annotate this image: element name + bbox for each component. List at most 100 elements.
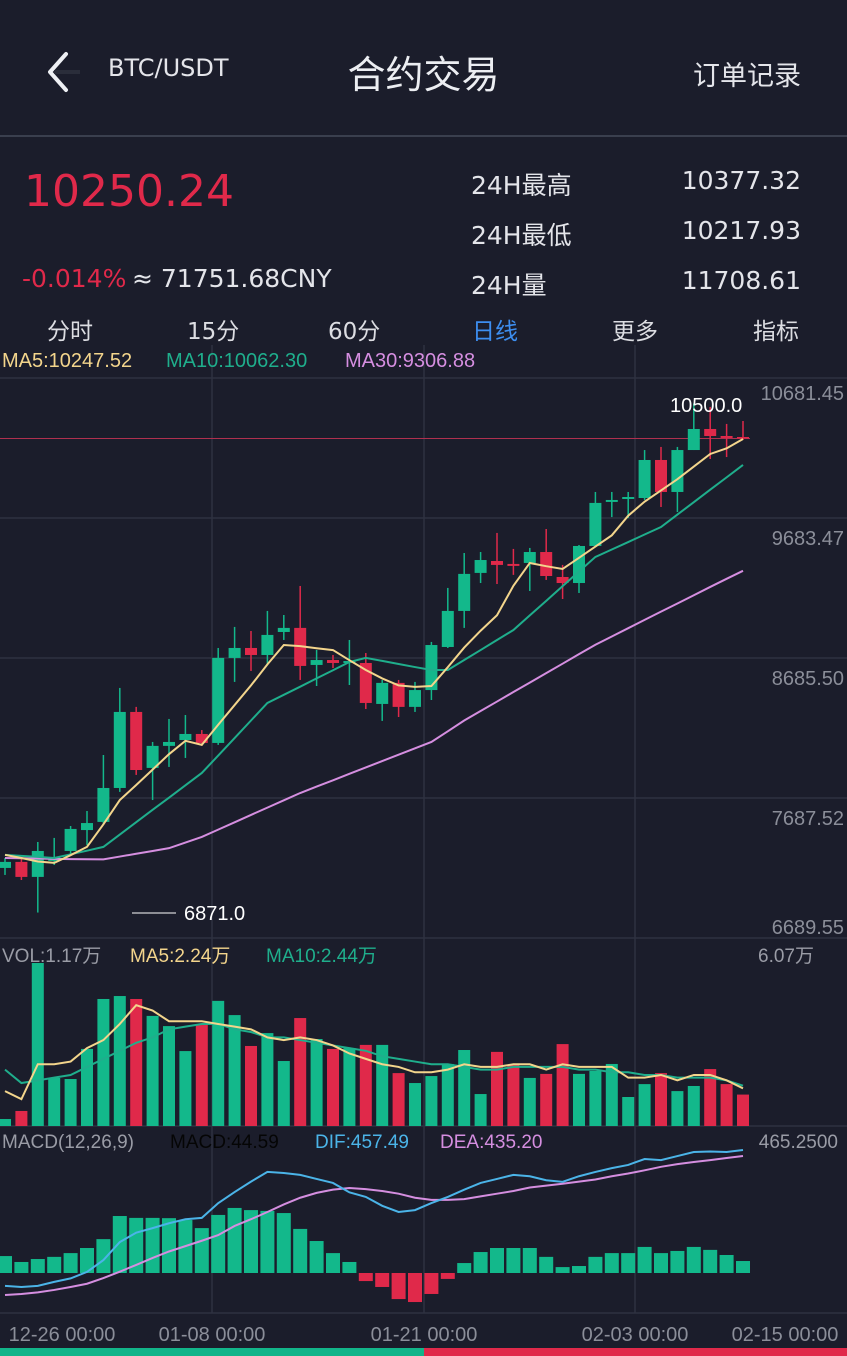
macd-histogram-bar <box>244 1210 258 1273</box>
volume-bar <box>622 1096 635 1126</box>
macd-histogram-bar <box>440 1273 455 1279</box>
volume-bar <box>605 1063 618 1126</box>
volume-bar <box>327 1048 339 1126</box>
candle-up <box>163 741 175 746</box>
macd-axis-max: 465.2500 <box>759 1132 838 1153</box>
macd-histogram-bar <box>670 1250 685 1273</box>
macd-histogram-bar <box>276 1213 291 1273</box>
candle-up <box>622 497 635 499</box>
stat-label-high: 24H最高 <box>471 171 572 200</box>
stat-label-volume: 24H量 <box>471 271 547 300</box>
min-price-marker: 6871.0 <box>184 903 245 925</box>
tab-more[interactable]: 更多 <box>612 319 658 345</box>
macd-histogram-bar <box>473 1252 488 1273</box>
macd-histogram-bar <box>703 1249 718 1273</box>
candle-up <box>376 682 389 704</box>
tab-daily[interactable]: 日线 <box>472 319 518 345</box>
vol-legend: VOL:1.17万 <box>2 946 101 967</box>
candle-down <box>720 436 733 438</box>
candle-up <box>458 573 471 611</box>
x-axis-label: 02-15 00:00 <box>732 1324 839 1346</box>
last-price: 10250.24 <box>24 166 234 217</box>
vol-axis-max: 6.07万 <box>758 946 814 967</box>
volume-bar <box>474 1094 487 1126</box>
volume-bar <box>163 1026 175 1126</box>
macd-histogram-bar <box>539 1256 554 1273</box>
volume-bar <box>458 1050 471 1126</box>
volume-bar <box>146 1015 159 1126</box>
candle-up <box>81 823 93 831</box>
candle-up <box>179 733 192 740</box>
macd-histogram-bar <box>260 1210 275 1273</box>
candle-down <box>130 711 143 771</box>
volume-bar <box>15 1110 28 1126</box>
stat-value-volume: 11708.61 <box>681 266 801 295</box>
volume-bar <box>228 1015 241 1126</box>
vol-ma5-line <box>4 1004 744 1101</box>
candle-up <box>573 545 585 584</box>
tab-60m[interactable]: 60分 <box>328 319 381 345</box>
candle-down <box>327 660 339 663</box>
macd-histogram-bar <box>490 1248 504 1273</box>
volume-bar <box>392 1073 405 1126</box>
sell-short-bar[interactable] <box>424 1348 847 1356</box>
tab-15m[interactable]: 15分 <box>187 319 240 345</box>
candle-up <box>425 645 438 691</box>
volume-bar <box>409 1083 421 1126</box>
candle-up <box>687 428 700 451</box>
tab-indicators[interactable]: 指标 <box>753 319 799 345</box>
buy-long-bar[interactable] <box>0 1348 424 1356</box>
price-axis-label: 7687.52 <box>772 808 844 830</box>
vol-ma5-legend: MA5:2.24万 <box>130 946 230 967</box>
macd-histogram-bar <box>30 1259 45 1273</box>
tab-timeline[interactable]: 分时 <box>47 319 93 345</box>
stat-label-low: 24H最低 <box>471 221 572 250</box>
macd-histogram-bar <box>588 1256 603 1273</box>
macd-histogram-bar <box>211 1214 226 1273</box>
candle-up <box>261 634 274 655</box>
back-button[interactable] <box>40 48 84 96</box>
ma10-line <box>4 464 744 859</box>
volume-bar <box>97 998 110 1126</box>
volume-bar <box>655 1073 667 1126</box>
macd-histogram-bar <box>309 1241 324 1273</box>
volume-bar <box>540 1073 553 1126</box>
volume-bar <box>343 1048 356 1126</box>
candle-down <box>15 861 28 877</box>
macd-histogram-bar <box>0 1256 12 1273</box>
macd-legend: MACD:44.59 <box>170 1132 279 1153</box>
macd-histogram-bar <box>112 1216 127 1273</box>
volume-bar <box>113 996 126 1126</box>
macd-histogram-bar <box>47 1256 62 1273</box>
candle-down <box>359 662 372 703</box>
ma10-legend: MA10:10062.30 <box>166 350 307 372</box>
macd-histogram-bar <box>572 1266 586 1273</box>
volume-bar <box>179 1051 192 1126</box>
volume-bar <box>245 1045 257 1126</box>
macd-params: MACD(12,26,9) <box>2 1132 134 1153</box>
candle-down <box>704 428 717 437</box>
candle-up <box>64 828 77 851</box>
candle-up <box>409 690 421 707</box>
candle-up <box>474 560 487 573</box>
x-axis-label: 12-26 00:00 <box>9 1324 116 1346</box>
volume-bar <box>195 1025 208 1126</box>
vol-ma10-legend: MA10:2.44万 <box>266 946 377 967</box>
max-price-marker: 10500.0 <box>670 395 742 417</box>
price-axis-label: 8685.50 <box>772 668 844 690</box>
volume-bar <box>294 1018 307 1126</box>
volume-bar <box>491 1051 503 1126</box>
volume-bar <box>212 1000 225 1126</box>
candle-down <box>245 647 257 655</box>
volume-bar <box>589 1070 602 1126</box>
volume-bar <box>0 1119 11 1126</box>
volume-bar <box>359 1044 372 1126</box>
order-history-link[interactable]: 订单记录 <box>693 61 801 92</box>
macd-histogram-bar <box>506 1248 521 1273</box>
candle-up <box>0 861 11 868</box>
candle-down <box>540 552 553 577</box>
candle-down <box>737 436 749 439</box>
volume-bar <box>310 1038 323 1126</box>
price-axis-label: 9683.47 <box>772 528 844 550</box>
